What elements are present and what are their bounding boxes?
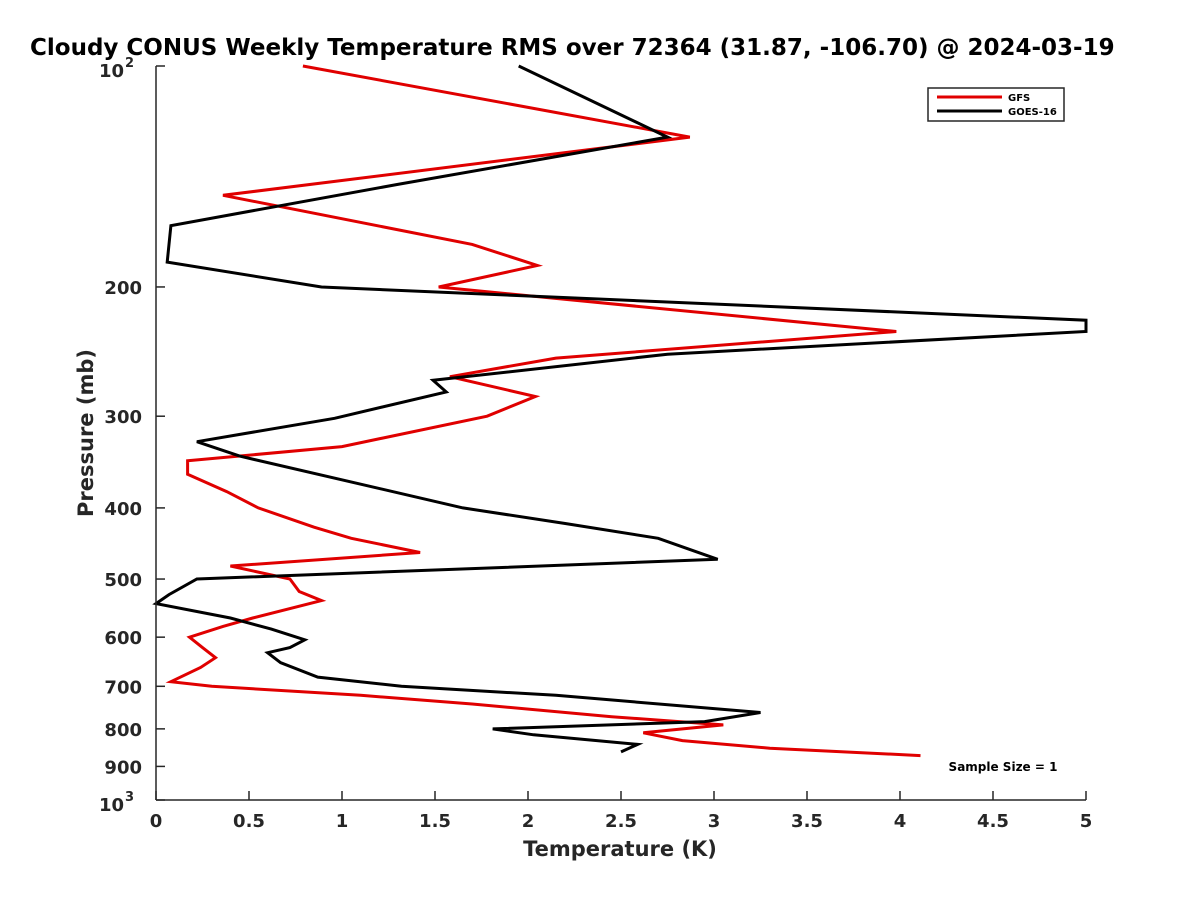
- x-tick-label: 5: [1080, 811, 1093, 832]
- y-tick-label: 900: [104, 757, 142, 778]
- x-tick-label: 2.5: [605, 811, 637, 832]
- x-tick-label: 4.5: [977, 811, 1009, 832]
- y-tick-label: 600: [104, 628, 142, 649]
- y-tick-exponent: 2: [125, 56, 134, 71]
- x-tick-label: 4: [894, 811, 907, 832]
- axes-layer: 0 0.5 1 1.5 2 2.5 3 3.5 4 4.5 510 22003004005006007…: [99, 56, 1092, 832]
- plot-area: [156, 66, 1086, 800]
- y-tick-label: 700: [104, 677, 142, 698]
- series-line-goes-16: [152, 64, 1088, 754]
- y-tick-label: 400: [104, 499, 142, 520]
- x-tick-label: 3.5: [791, 811, 823, 832]
- legend-entry-label: GOES-16: [1008, 107, 1057, 118]
- x-tick-label: 1.5: [419, 811, 451, 832]
- series-layer: [152, 64, 1088, 758]
- chart-title: Cloudy CONUS Weekly Temperature RMS over…: [30, 35, 1115, 61]
- x-tick-label: 3: [708, 811, 721, 832]
- legend-box: [927, 87, 1065, 122]
- plot-background: [156, 66, 1086, 800]
- legend-entry-label: GFS: [1008, 93, 1030, 104]
- x-tick-label: 1: [336, 811, 349, 832]
- y-tick-label: 10: [99, 795, 124, 816]
- y-tick-label: 500: [104, 570, 142, 591]
- legend: GFS GOES-16: [927, 87, 1065, 122]
- x-axis-label: Temperature (K): [523, 837, 717, 861]
- y-tick-exponent: 3: [125, 790, 134, 805]
- y-tick-label: 10: [99, 61, 124, 82]
- sample-size-annotation: Sample Size = 1: [949, 760, 1058, 774]
- series-line-gfs: [165, 64, 921, 758]
- y-axis-label: Pressure (mb): [74, 349, 98, 517]
- y-tick-label: 800: [104, 720, 142, 741]
- y-tick-label: 300: [104, 407, 142, 428]
- x-tick-label: 0: [150, 811, 163, 832]
- x-tick-label: 2: [522, 811, 535, 832]
- x-tick-label: 0.5: [233, 811, 265, 832]
- y-tick-label: 200: [104, 278, 142, 299]
